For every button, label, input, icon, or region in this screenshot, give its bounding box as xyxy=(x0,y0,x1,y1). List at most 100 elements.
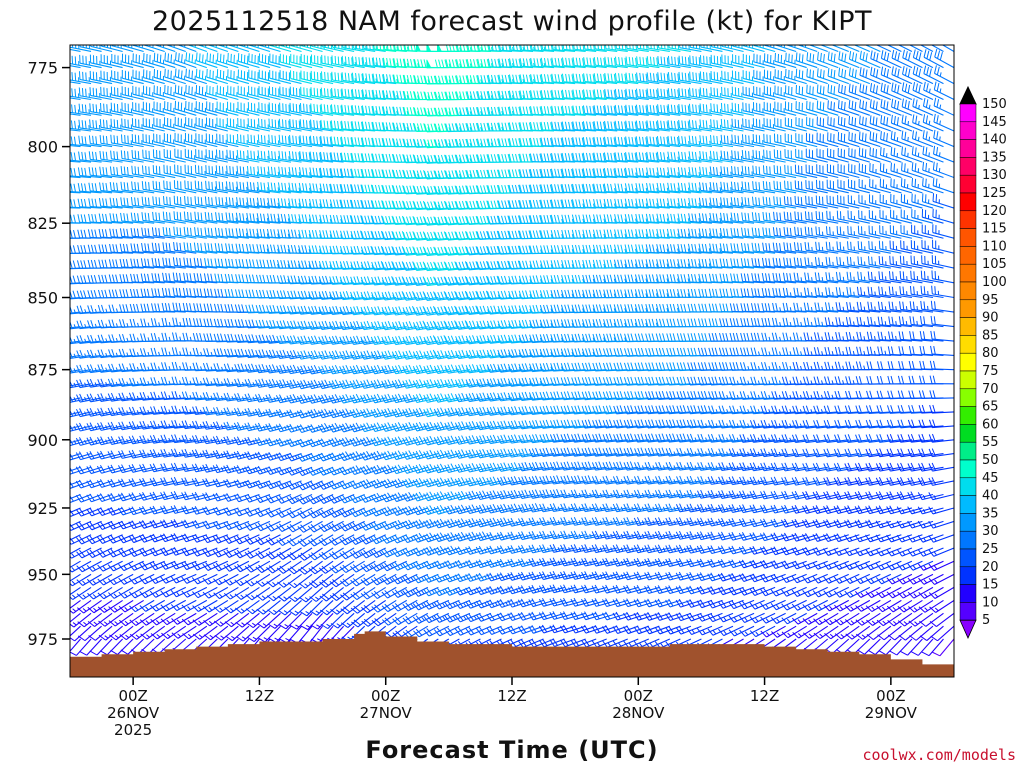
wind-barb xyxy=(216,101,239,116)
wind-barb xyxy=(70,114,71,116)
wind-barb xyxy=(140,288,165,299)
colorbar-swatch xyxy=(959,174,977,194)
x-tick-label: 12Z xyxy=(750,687,779,705)
wind-barb xyxy=(107,436,134,445)
colorbar-label: 55 xyxy=(982,435,999,450)
wind-barb xyxy=(212,520,239,530)
wind-barb xyxy=(191,434,218,444)
wind-barb xyxy=(161,625,187,640)
wind-barb xyxy=(213,392,239,402)
wind-barb xyxy=(87,229,113,239)
wind-barb xyxy=(70,183,92,194)
wind-barb xyxy=(139,599,165,612)
wind-barb xyxy=(77,167,102,179)
wind-barb xyxy=(99,166,123,179)
wind-barb xyxy=(160,586,187,598)
colorbar-bottom-arrow xyxy=(959,619,977,639)
wind-barb xyxy=(195,149,218,163)
wind-barb xyxy=(75,408,102,418)
wind-barb xyxy=(192,599,218,612)
wind-barb xyxy=(204,196,228,209)
wind-barb xyxy=(108,349,134,358)
colorbar-label: 145 xyxy=(982,115,1007,130)
wind-barb xyxy=(183,257,207,269)
wind-barb xyxy=(319,573,344,588)
wind-barb xyxy=(205,117,228,132)
wind-barb xyxy=(139,612,166,626)
wind-barb xyxy=(150,612,176,626)
wind-barb xyxy=(153,133,176,148)
wind-barb xyxy=(70,424,92,432)
wind-barb xyxy=(70,638,92,656)
wind-barb xyxy=(139,573,165,585)
wind-barb xyxy=(70,136,92,148)
wind-barb xyxy=(76,335,102,344)
wind-barb xyxy=(223,573,250,586)
wind-barb xyxy=(215,196,239,209)
wind-barb xyxy=(170,476,197,486)
wind-barb xyxy=(70,521,71,522)
wind-barb xyxy=(70,560,92,573)
wind-barb xyxy=(70,599,92,614)
wind-barb xyxy=(78,87,102,101)
wind-barb xyxy=(79,54,102,69)
wind-barb xyxy=(131,181,155,194)
wind-barb xyxy=(70,586,92,601)
wind-barb xyxy=(205,180,228,194)
wind-barb xyxy=(86,422,113,432)
wind-barb xyxy=(172,272,197,284)
wind-barb xyxy=(107,560,134,572)
wind-barb xyxy=(87,599,113,614)
colorbar-swatch xyxy=(959,566,977,585)
wind-barb xyxy=(143,69,165,85)
wind-barb xyxy=(129,377,155,387)
wind-barb xyxy=(141,181,165,194)
wind-barb xyxy=(213,586,239,600)
wind-barb xyxy=(70,383,71,385)
wind-barb xyxy=(131,134,155,148)
wind-barb xyxy=(139,449,165,459)
wind-barb xyxy=(70,380,92,389)
wind-barb xyxy=(202,547,229,558)
wind-barb xyxy=(75,465,102,475)
wind-barb xyxy=(86,451,113,460)
wind-barb xyxy=(70,452,92,461)
wind-barb xyxy=(99,182,123,194)
wind-barb xyxy=(191,573,218,585)
wind-barb xyxy=(930,315,954,328)
wind-barb xyxy=(152,180,176,194)
wind-barb xyxy=(202,377,228,387)
wind-barb xyxy=(70,534,81,541)
wind-barb xyxy=(181,547,208,557)
wind-barb xyxy=(160,505,186,515)
wind-barb xyxy=(110,134,134,148)
colorbar-label: 95 xyxy=(982,293,999,308)
y-tick-label: 900 xyxy=(27,431,58,450)
colorbar-swatch xyxy=(959,495,977,514)
wind-barb xyxy=(118,421,144,431)
y-tick-label: 775 xyxy=(27,59,58,78)
wind-barb xyxy=(76,547,102,559)
wind-barb xyxy=(185,68,207,85)
wind-barb xyxy=(171,612,197,625)
wind-barb xyxy=(212,450,239,459)
wind-barb xyxy=(174,84,197,101)
wind-barb xyxy=(99,102,123,116)
wind-barb xyxy=(70,72,92,85)
wind-barb xyxy=(149,573,176,585)
wind-barb xyxy=(205,133,228,148)
wind-barb xyxy=(195,133,218,148)
wind-barb xyxy=(170,491,197,500)
colorbar-label: 45 xyxy=(982,471,999,486)
wind-barb xyxy=(202,406,228,416)
wind-barb xyxy=(195,52,218,69)
wind-barb xyxy=(70,411,71,413)
wind-barb xyxy=(129,625,155,640)
wind-barb xyxy=(192,391,218,401)
wind-barb xyxy=(191,534,218,543)
wind-barb xyxy=(174,148,197,163)
wind-barb xyxy=(214,273,239,284)
y-tick-label: 825 xyxy=(27,214,58,233)
wind-barb xyxy=(225,625,250,642)
colorbar-swatch xyxy=(959,139,977,158)
